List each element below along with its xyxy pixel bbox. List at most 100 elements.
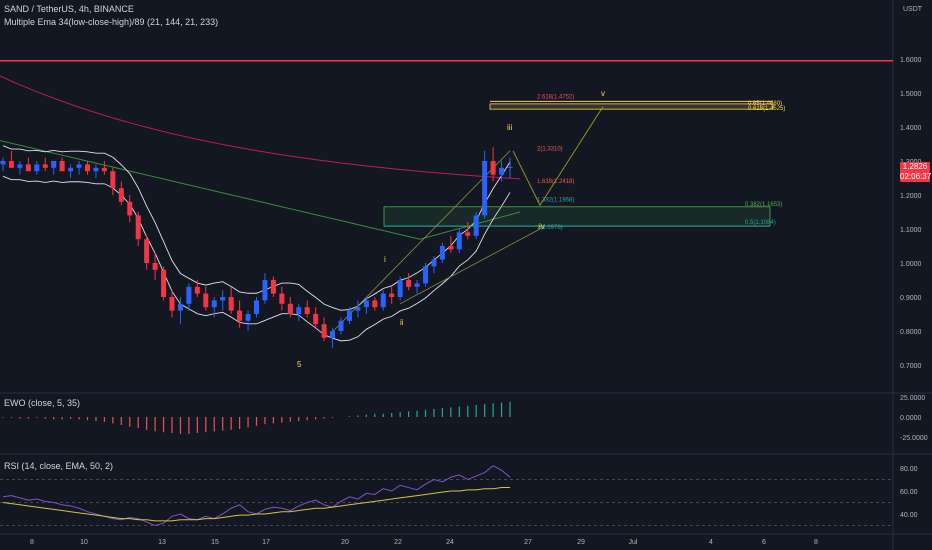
candle-body bbox=[25, 164, 31, 172]
wave-label-5: 5 bbox=[297, 360, 302, 369]
time-axis-tick: 17 bbox=[262, 539, 270, 546]
rsi-axis-tick: 40.00 bbox=[900, 512, 918, 519]
candle-body bbox=[51, 161, 57, 168]
candle-body bbox=[321, 324, 327, 338]
price-axis-tick: 1.4000 bbox=[900, 125, 922, 132]
time-axis-tick: 22 bbox=[394, 539, 402, 546]
candle-body bbox=[279, 293, 285, 304]
candle-body bbox=[161, 269, 167, 297]
candle-body bbox=[17, 164, 23, 168]
wave-label-v: v bbox=[601, 89, 605, 98]
time-axis-tick: 8 bbox=[30, 539, 34, 546]
candle-body bbox=[465, 232, 471, 236]
fib-label-1382: 1.382(1.1868) bbox=[537, 197, 574, 203]
wave-channel-upper bbox=[329, 150, 511, 335]
candle-body bbox=[262, 280, 268, 301]
candle-body bbox=[211, 300, 217, 308]
wave-label-iii: iii bbox=[507, 123, 513, 132]
price-axis-tick: 0.7000 bbox=[900, 363, 922, 370]
fib-label-0618: 0.618(1.4525) bbox=[748, 106, 785, 112]
candle-body bbox=[118, 188, 124, 202]
wave-label-ii: ii bbox=[400, 318, 404, 327]
rsi-line bbox=[2, 465, 511, 527]
candle-body bbox=[85, 164, 90, 172]
time-axis-tick: Jul bbox=[629, 539, 638, 546]
ema-indicator-title[interactable]: Multiple Ema 34(low-close-high)/89 (21, … bbox=[4, 17, 219, 27]
time-axis-tick: 20 bbox=[341, 539, 349, 546]
fib-label-05: 0.5(1.1084) bbox=[745, 220, 776, 226]
price-axis-tick: 1.6000 bbox=[900, 57, 922, 64]
time-axis-tick: 8 bbox=[814, 539, 818, 546]
time-axis-tick: 27 bbox=[524, 539, 532, 546]
candle-body bbox=[380, 293, 386, 308]
price-axis-tick: 1.2000 bbox=[900, 193, 922, 200]
ema-mid-line bbox=[0, 140, 521, 240]
rsi-axis-tick: 60.00 bbox=[900, 489, 918, 496]
ewo-indicator-title[interactable]: EWO (close, 5, 35) bbox=[4, 398, 81, 408]
candle-body bbox=[397, 280, 403, 297]
candle-body bbox=[287, 303, 293, 314]
wave-projection-line bbox=[512, 106, 604, 207]
candle-body bbox=[499, 167, 505, 175]
candle-body bbox=[8, 161, 14, 168]
candle-body bbox=[59, 161, 65, 172]
rsi-ma-line bbox=[2, 487, 510, 522]
wave-channel-lower bbox=[399, 228, 541, 305]
candle-body bbox=[76, 164, 82, 168]
candle-body bbox=[313, 314, 319, 325]
candle-body bbox=[507, 166, 513, 168]
rsi-axis-tick: 80.00 bbox=[900, 466, 918, 473]
candle-body bbox=[330, 331, 336, 338]
candle-body bbox=[245, 314, 251, 321]
candle-body bbox=[338, 320, 344, 331]
symbol-title[interactable]: SAND / TetherUS, 4h, BINANCE bbox=[4, 4, 134, 14]
candle-body bbox=[144, 239, 150, 263]
candle-body bbox=[169, 297, 175, 311]
candle-body bbox=[127, 201, 133, 216]
candle-body bbox=[423, 266, 428, 284]
envelope-lower-line bbox=[2, 175, 511, 342]
candle-body bbox=[135, 215, 141, 240]
candle-body bbox=[93, 167, 99, 172]
candle-body bbox=[296, 307, 302, 314]
time-axis-tick: 29 bbox=[577, 539, 585, 546]
candle-body bbox=[490, 161, 496, 175]
time-axis-tick: 15 bbox=[211, 539, 219, 546]
candle-body bbox=[482, 161, 488, 216]
candle-body bbox=[194, 286, 200, 294]
candle-body bbox=[228, 297, 234, 311]
price-axis-tick: 0.9000 bbox=[900, 295, 922, 302]
candle-body bbox=[431, 259, 437, 267]
candle-body bbox=[237, 310, 243, 321]
fib-label-2: 2(1.3310) bbox=[537, 146, 563, 152]
candle-body bbox=[270, 280, 276, 294]
rsi-indicator-title[interactable]: RSI (14, close, EMA, 50, 2) bbox=[4, 461, 114, 471]
candle-body bbox=[186, 286, 192, 304]
candle-body bbox=[254, 300, 259, 314]
price-axis-tick: 1.1000 bbox=[900, 227, 922, 234]
fib-label-065: 0.65(1.4680) bbox=[748, 101, 782, 107]
wave-label-i: i bbox=[384, 255, 386, 264]
time-axis-tick: 10 bbox=[80, 539, 88, 546]
candle-body bbox=[406, 280, 412, 287]
candle-body bbox=[220, 297, 226, 301]
candle-body bbox=[473, 215, 479, 236]
fib-label-1: 1(1.0976) bbox=[537, 225, 563, 231]
price-axis-tick: 1.0000 bbox=[900, 261, 922, 268]
candle-body bbox=[355, 307, 361, 311]
candle-body bbox=[0, 161, 6, 165]
candle-body bbox=[372, 300, 378, 308]
time-axis-tick: 13 bbox=[158, 539, 166, 546]
candle-body bbox=[414, 283, 420, 287]
ewo-axis-tick: 0.0000 bbox=[900, 415, 922, 422]
candle-body bbox=[448, 246, 454, 250]
candle-body bbox=[456, 232, 462, 250]
time-axis-tick: 24 bbox=[446, 539, 454, 546]
time-axis-tick: 6 bbox=[762, 539, 766, 546]
current-price-badge: 1.2826 02:06:37 bbox=[900, 162, 931, 182]
ema-long-line bbox=[0, 75, 521, 180]
fib-label-1618: 1.618(1.2418) bbox=[537, 179, 574, 185]
candle-body bbox=[34, 164, 40, 172]
candle-body bbox=[68, 167, 74, 172]
